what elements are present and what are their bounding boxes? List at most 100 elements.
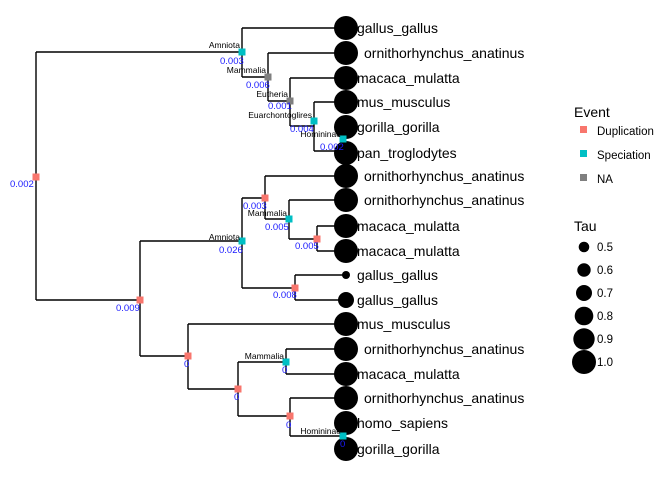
node-marker xyxy=(286,97,294,105)
tips: gallus_gallus ornithorhynchus_anatinus m… xyxy=(334,16,524,461)
tau-key-point xyxy=(573,328,595,350)
branch-length-label: 0.006 xyxy=(246,80,270,91)
tip-label: ornithorhynchus_anatinus xyxy=(364,341,524,357)
tau-key-label: 0.5 xyxy=(597,242,613,254)
tau-key-point xyxy=(574,306,594,326)
tip-label: gallus_gallus xyxy=(357,292,438,308)
tip-point xyxy=(334,16,358,40)
legend-key-duplication xyxy=(580,126,587,133)
tip-label: macaca_mulatta xyxy=(357,243,460,259)
tip-point xyxy=(334,362,358,386)
node-marker xyxy=(313,235,321,243)
branch-length-label: 0.003 xyxy=(243,201,267,212)
tip-point xyxy=(334,312,358,336)
clade-label: Amniota xyxy=(209,40,240,50)
tip-point xyxy=(334,141,358,165)
branch-length-label: 0.009 xyxy=(116,303,140,314)
clade-labels: Amniota Mammalia Eutheria Euarchontoglir… xyxy=(209,40,341,436)
tip-point xyxy=(334,239,358,263)
clade-label: Homininae xyxy=(300,426,341,436)
node-markers xyxy=(32,48,347,440)
tip-label: macaca_mulatta xyxy=(357,70,460,86)
tip-label: mus_musculus xyxy=(357,316,450,332)
branch-length-label: 0 xyxy=(286,420,291,431)
clade-label: Mammalia xyxy=(248,208,287,218)
tip-label: gorilla_gorilla xyxy=(357,441,440,457)
tip-point xyxy=(334,188,358,212)
tau-key-point xyxy=(572,350,596,374)
tip-point xyxy=(334,437,358,461)
tau-key-label: 1.0 xyxy=(597,357,613,369)
branch-length-label: 0.001 xyxy=(268,101,292,112)
clade-label: Homininae xyxy=(300,129,341,139)
branch-length-label: 0 xyxy=(282,365,287,376)
tip-point xyxy=(334,214,358,238)
event-legend-title: Event xyxy=(574,104,610,120)
tau-key-point xyxy=(576,285,592,301)
tip-label: pan_troglodytes xyxy=(357,145,457,161)
tau-key-label: 0.9 xyxy=(597,334,613,346)
tip-point xyxy=(334,337,358,361)
tau-legend-title: Tau xyxy=(574,218,597,234)
edge-n6 xyxy=(139,240,242,357)
tip-point xyxy=(342,271,350,279)
tip-label: mus_musculus xyxy=(357,94,450,110)
node-marker xyxy=(285,215,293,223)
legend-key-speciation xyxy=(580,150,587,157)
node-marker xyxy=(238,237,246,245)
node-marker xyxy=(310,117,318,125)
edge-n11 xyxy=(294,274,346,301)
tau-legend: Tau 0.5 0.6 0.7 0.8 0.9 1.0 xyxy=(572,218,613,374)
node-marker xyxy=(136,296,144,304)
clade-label: Mammalia xyxy=(227,65,266,75)
tip-label: ornithorhynchus_anatinus xyxy=(364,192,524,208)
branch-length-label: 0.003 xyxy=(220,56,244,67)
node-marker xyxy=(32,173,40,181)
node-marker xyxy=(291,284,299,292)
tau-key-label: 0.7 xyxy=(597,288,613,300)
node-marker xyxy=(282,358,290,366)
node-marker xyxy=(184,352,192,360)
tip-label: gallus_gallus xyxy=(357,20,438,36)
tip-label: gorilla_gorilla xyxy=(357,119,440,135)
node-marker xyxy=(234,385,242,393)
legend-key-na xyxy=(580,174,587,181)
tip-point xyxy=(334,386,358,410)
branch-length-label: 0.005 xyxy=(265,222,289,233)
node-marker xyxy=(286,412,294,420)
branch-length-labels: 0.002 0.003 0.006 0.001 0.004 0.002 0.00… xyxy=(10,56,345,450)
node-marker xyxy=(339,135,347,143)
tip-label: ornithorhynchus_anatinus xyxy=(364,390,524,406)
tip-point xyxy=(338,292,354,308)
tau-key-point xyxy=(578,241,590,253)
tip-point xyxy=(334,41,358,65)
node-marker xyxy=(261,194,269,202)
clade-label: Eutheria xyxy=(256,89,288,99)
legend-label-na: NA xyxy=(597,174,613,186)
clade-label: Mammalia xyxy=(245,351,284,361)
tip-label: ornithorhynchus_anatinus xyxy=(364,168,524,184)
branch-length-label: 0 xyxy=(340,439,345,450)
tau-key-label: 0.8 xyxy=(597,311,613,323)
tip-point xyxy=(334,90,358,114)
legend-label-speciation: Speciation xyxy=(597,150,651,162)
tip-point xyxy=(334,164,358,188)
node-marker xyxy=(339,432,347,440)
tip-label: gallus_gallus xyxy=(357,267,438,283)
clade-label: Euarchontoglires xyxy=(248,110,312,120)
branch-length-label: 0 xyxy=(234,392,239,403)
branch-length-label: 0.026 xyxy=(219,245,243,256)
tip-label: macaca_mulatta xyxy=(357,218,460,234)
tau-key-point xyxy=(577,263,591,277)
branch-length-label: 0.005 xyxy=(295,241,319,252)
tip-label: ornithorhynchus_anatinus xyxy=(364,45,524,61)
branch-length-label: 0.002 xyxy=(320,142,344,153)
tip-point xyxy=(334,66,358,90)
node-marker xyxy=(264,73,272,81)
branch-length-label: 0 xyxy=(184,359,189,370)
clade-label: Amniota xyxy=(209,232,240,242)
tau-key-label: 0.6 xyxy=(597,265,613,277)
tip-point xyxy=(334,411,358,435)
node-marker xyxy=(238,48,246,56)
legend-label-duplication: Duplication xyxy=(597,126,654,138)
